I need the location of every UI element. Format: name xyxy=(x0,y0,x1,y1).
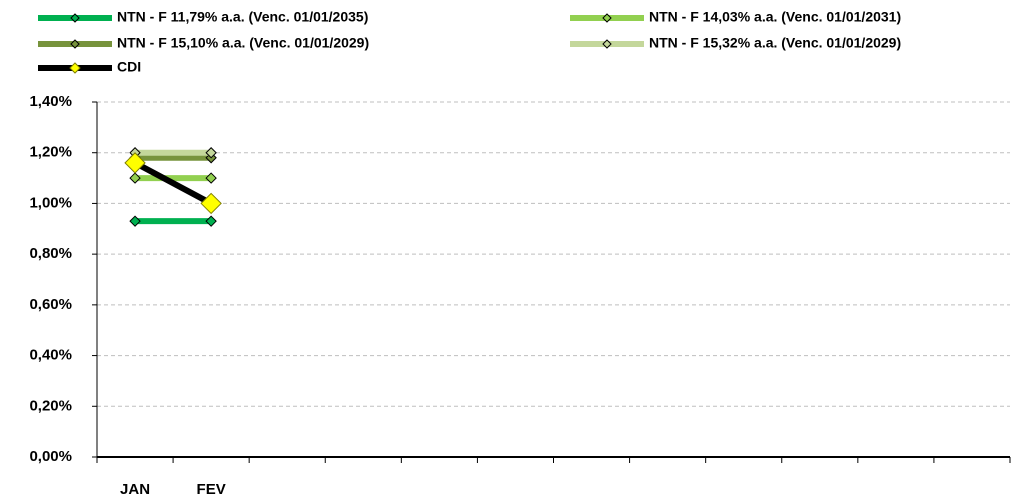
legend-marker xyxy=(70,39,80,49)
legend-marker xyxy=(602,13,612,23)
legend-marker xyxy=(602,39,612,49)
y-tick-label: 0,20% xyxy=(29,397,72,414)
series-marker xyxy=(129,172,141,184)
series-line xyxy=(133,160,213,207)
legend-marker xyxy=(70,13,80,23)
y-tick-label: 1,20% xyxy=(29,144,72,161)
legend-marker xyxy=(69,62,81,74)
legend-label: CDI xyxy=(117,59,141,75)
legend-label: NTN - F 15,10% a.a. (Venc. 01/01/2029) xyxy=(117,35,369,51)
y-tick-label: 0,60% xyxy=(29,296,72,313)
legend-label: NTN - F 15,32% a.a. (Venc. 01/01/2029) xyxy=(649,35,901,51)
series-marker xyxy=(200,192,222,215)
legend-label: NTN - F 14,03% a.a. (Venc. 01/01/2031) xyxy=(649,9,901,25)
legend-label: NTN - F 11,79% a.a. (Venc. 01/01/2035) xyxy=(117,9,368,25)
x-tick-label: FEV xyxy=(197,481,226,498)
series-marker xyxy=(205,147,217,159)
y-tick-label: 0,00% xyxy=(29,448,72,465)
series-marker xyxy=(205,215,217,227)
x-tick-label: JAN xyxy=(120,481,150,498)
series-marker xyxy=(205,172,217,184)
series-marker xyxy=(129,215,141,227)
y-tick-label: 0,80% xyxy=(29,245,72,262)
y-tick-label: 1,00% xyxy=(29,194,72,211)
series-marker xyxy=(124,152,146,174)
y-tick-label: 0,40% xyxy=(29,347,72,364)
y-tick-label: 1,40% xyxy=(29,93,72,110)
